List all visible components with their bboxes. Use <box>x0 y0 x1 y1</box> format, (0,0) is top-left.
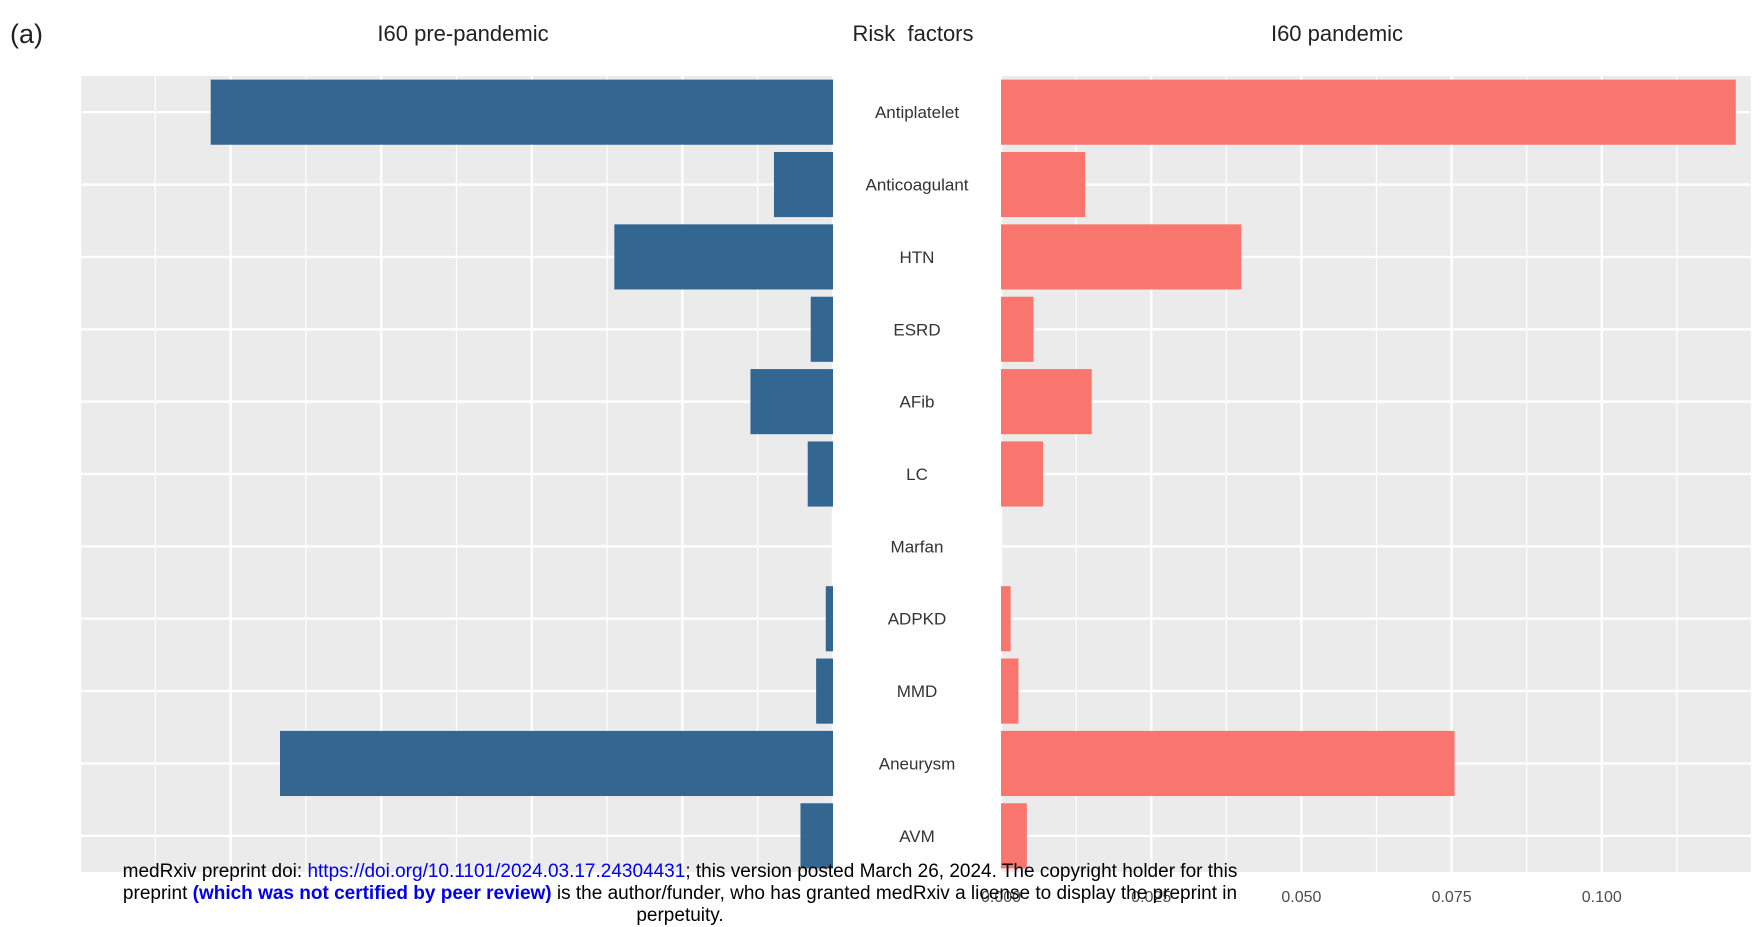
bar-pandemic-htn <box>1001 224 1242 290</box>
left-panel <box>78 76 835 872</box>
category-label: Aneurysm <box>879 754 956 773</box>
bar-pre-pandemic-adpkd <box>825 586 833 652</box>
category-label: AFib <box>900 393 935 412</box>
x-tick-label: 0.050 <box>1281 889 1321 906</box>
panel-label: (a) <box>10 19 43 49</box>
bar-pre-pandemic-mmd <box>816 658 833 724</box>
bar-pre-pandemic-lc <box>807 441 833 507</box>
x-tick-label: 0.075 <box>1432 889 1472 906</box>
category-label: ADPKD <box>888 610 947 629</box>
bar-pre-pandemic-esrd <box>810 296 833 362</box>
footer-line-2: preprint (which was not certified by pee… <box>122 883 1238 904</box>
bar-pandemic-aneurysm <box>1001 730 1455 797</box>
bar-pandemic-afib <box>1001 369 1092 435</box>
peer-review-notice: (which was not certified by peer review) <box>192 883 552 904</box>
doi-link[interactable]: https://doi.org/10.1101/2024.03.17.24304… <box>307 861 686 882</box>
category-label: ESRD <box>893 320 940 339</box>
x-axis-ticks: 0.000 0.025 0.050 0.075 0.100 <box>981 889 1622 906</box>
x-tick-label: 0.025 <box>1131 889 1171 906</box>
category-label: AVM <box>899 827 935 846</box>
bar-pre-pandemic-avm <box>800 803 833 869</box>
bar-pandemic-adpkd <box>1001 586 1011 652</box>
left-panel-title: I60 pre-pandemic <box>377 21 548 46</box>
category-label: Anticoagulant <box>865 176 968 195</box>
x-tick-label: 0.000 <box>981 889 1021 906</box>
bar-pandemic-avm <box>1001 803 1027 869</box>
category-labels: Antiplatelet Anticoagulant HTN ESRD AFib LC Ma… <box>865 103 968 846</box>
category-label: MMD <box>897 682 938 701</box>
bar-pre-pandemic-afib <box>750 369 833 435</box>
right-panel <box>999 76 1754 872</box>
right-panel-title: I60 pandemic <box>1271 21 1403 46</box>
category-label: Antiplatelet <box>875 103 959 122</box>
footer-line-1: medRxiv preprint doi: https://doi.org/10… <box>122 861 1238 882</box>
bar-pre-pandemic-aneurysm <box>279 730 833 797</box>
bar-pandemic-esrd <box>1001 296 1034 362</box>
bar-pandemic-anticoagulant <box>1001 151 1086 218</box>
bar-pandemic-lc <box>1001 441 1044 507</box>
x-tick-label: 0.100 <box>1582 889 1622 906</box>
footer-line-3: perpetuity. <box>636 905 724 926</box>
bar-pre-pandemic-anticoagulant <box>773 151 833 218</box>
bar-pre-pandemic-htn <box>614 224 833 290</box>
bar-pandemic-mmd <box>1001 658 1019 724</box>
category-label: LC <box>906 465 928 484</box>
preprint-footer: medRxiv preprint doi: https://doi.org/10… <box>0 861 1360 927</box>
center-title: Risk factors <box>852 21 973 46</box>
category-label: Marfan <box>891 537 944 556</box>
bar-pandemic-antiplatelet <box>1001 79 1736 145</box>
category-label: HTN <box>900 248 935 267</box>
bar-pre-pandemic-antiplatelet <box>210 79 833 145</box>
